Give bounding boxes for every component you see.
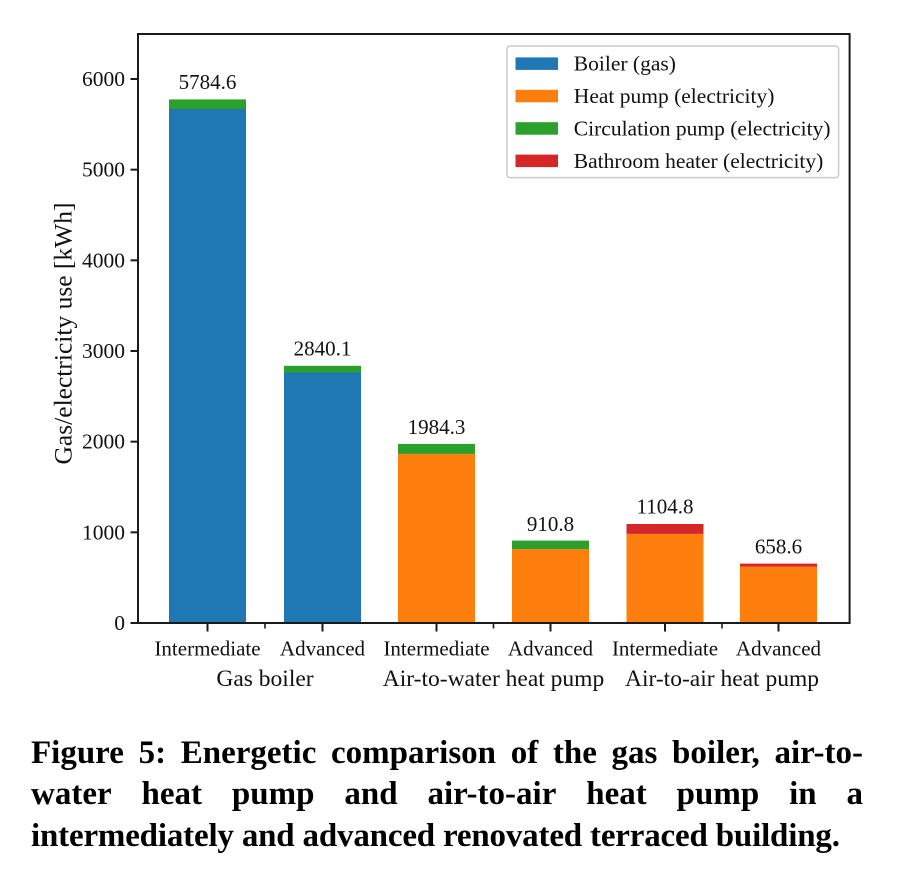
svg-text:Bathroom heater (electricity): Bathroom heater (electricity)	[574, 149, 824, 173]
svg-text:Gas boiler: Gas boiler	[216, 666, 313, 692]
svg-text:Air-to-air heat pump: Air-to-air heat pump	[625, 666, 819, 692]
svg-text:3000: 3000	[82, 339, 125, 363]
svg-text:5000: 5000	[82, 158, 125, 182]
svg-text:Boiler (gas): Boiler (gas)	[574, 52, 676, 76]
svg-text:Advanced: Advanced	[280, 637, 366, 661]
svg-text:Circulation pump (electricity): Circulation pump (electricity)	[574, 117, 831, 141]
svg-text:Intermediate: Intermediate	[154, 637, 260, 661]
svg-text:910.8: 910.8	[527, 512, 574, 536]
svg-text:1984.3: 1984.3	[408, 415, 466, 439]
svg-text:4000: 4000	[82, 248, 125, 272]
svg-text:Air-to-water heat pump: Air-to-water heat pump	[383, 666, 604, 692]
svg-text:0: 0	[114, 611, 125, 635]
svg-text:Gas/electricity use [kWh]: Gas/electricity use [kWh]	[49, 203, 78, 465]
svg-text:Intermediate: Intermediate	[383, 637, 489, 661]
svg-text:5784.6: 5784.6	[179, 70, 237, 94]
svg-text:1104.8: 1104.8	[637, 495, 694, 519]
svg-text:Advanced: Advanced	[508, 637, 594, 661]
svg-text:658.6: 658.6	[755, 535, 802, 559]
svg-text:1000: 1000	[82, 520, 125, 544]
svg-text:2840.1: 2840.1	[294, 337, 352, 361]
svg-text:Advanced: Advanced	[736, 637, 822, 661]
svg-text:Intermediate: Intermediate	[612, 637, 718, 661]
svg-text:2000: 2000	[82, 430, 125, 454]
svg-text:Heat pump (electricity): Heat pump (electricity)	[574, 84, 775, 108]
svg-text:6000: 6000	[82, 67, 125, 91]
